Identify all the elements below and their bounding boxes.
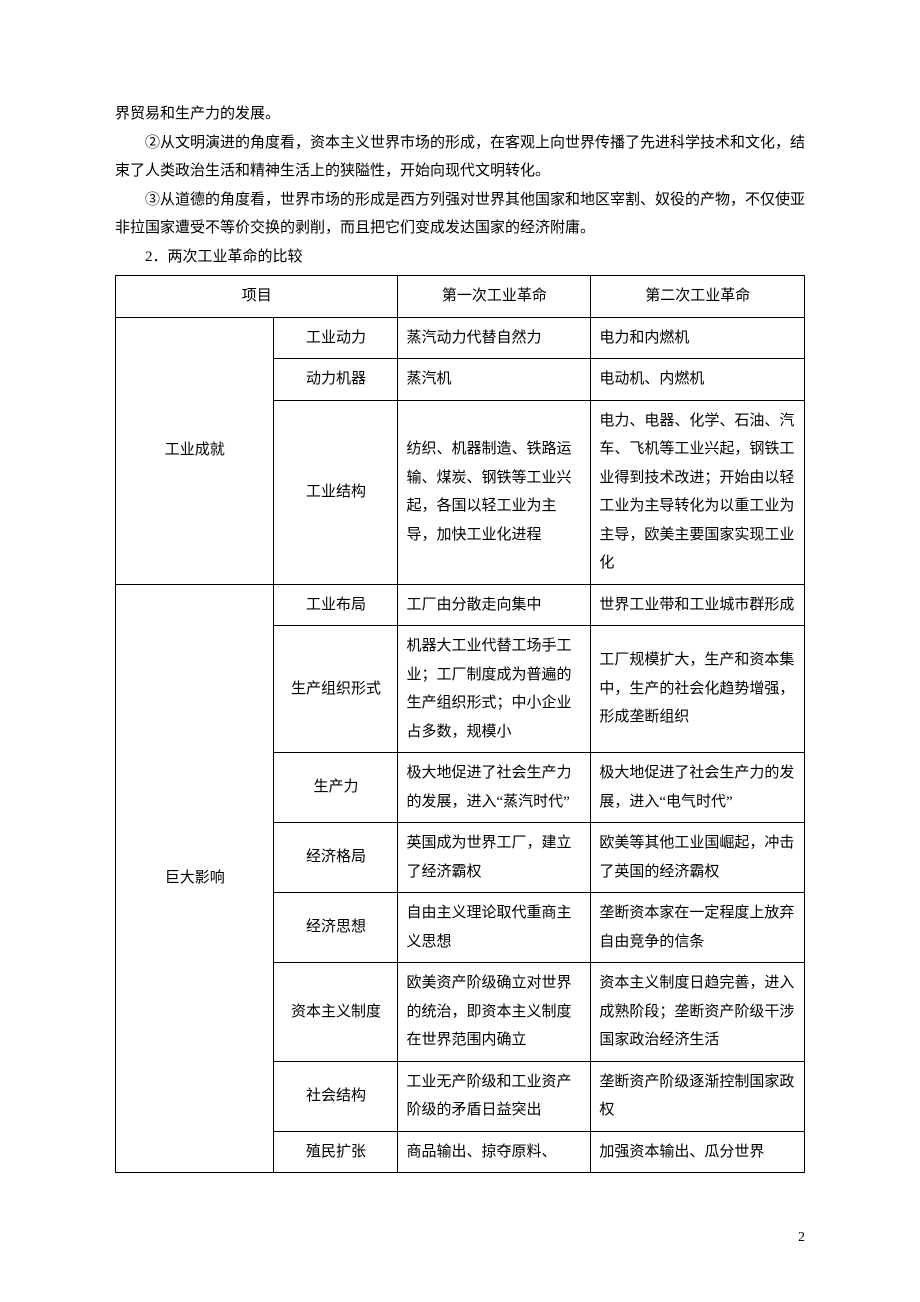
- table-cell: 极大地促进了社会生产力的发展，进入“蒸汽时代”: [398, 753, 591, 823]
- table-cell: 资本主义制度: [274, 963, 398, 1062]
- table-cell: 极大地促进了社会生产力的发展，进入“电气时代”: [591, 753, 805, 823]
- table-cell: 垄断资本家在一定程度上放弃自由竞争的信条: [591, 893, 805, 963]
- table-cell: 资本主义制度日趋完善，进入成熟阶段；垄断资产阶级干涉国家政治经济生活: [591, 963, 805, 1062]
- paragraph-point-3: ③从道德的角度看，世界市场的形成是西方列强对世界其他国家和地区宰割、奴役的产物，…: [115, 186, 805, 243]
- table-header-col1: 项目: [116, 276, 398, 318]
- table-cell: 商品输出、掠夺原料、: [398, 1131, 591, 1173]
- table-cell: 经济格局: [274, 823, 398, 893]
- table-row: 项目 第一次工业革命 第二次工业革命: [116, 276, 805, 318]
- paragraph-section-2: 2．两次工业革命的比较: [115, 243, 805, 272]
- table-header-col3: 第一次工业革命: [398, 276, 591, 318]
- table-row: 巨大影响 工业布局 工厂由分散走向集中 世界工业带和工业城市群形成: [116, 584, 805, 626]
- table-cell: 工业布局: [274, 584, 398, 626]
- table-cell: 垄断资产阶级逐渐控制国家政权: [591, 1061, 805, 1131]
- comparison-table: 项目 第一次工业革命 第二次工业革命 工业成就 工业动力 蒸汽动力代替自然力 电…: [115, 275, 805, 1173]
- table-cell: 机器大工业代替工场手工业；工厂制度成为普遍的生产组织形式；中小企业占多数，规模小: [398, 626, 591, 753]
- table-cell: 英国成为世界工厂，建立了经济霸权: [398, 823, 591, 893]
- page-number: 2: [798, 1225, 805, 1252]
- table-cell: 纺织、机器制造、铁路运输、煤炭、钢铁等工业兴起，各国以轻工业为主导，加快工业化进…: [398, 400, 591, 584]
- table-cell: 工业无产阶级和工业资产阶级的矛盾日益突出: [398, 1061, 591, 1131]
- table-cell: 经济思想: [274, 893, 398, 963]
- table-cell: 电动机、内燃机: [591, 359, 805, 401]
- table-cell: 工厂规模扩大，生产和资本集中，生产的社会化趋势增强，形成垄断组织: [591, 626, 805, 753]
- table-cell: 欧美等其他工业国崛起，冲击了英国的经济霸权: [591, 823, 805, 893]
- table-header-col4: 第二次工业革命: [591, 276, 805, 318]
- table-cell: 动力机器: [274, 359, 398, 401]
- table-cell: 社会结构: [274, 1061, 398, 1131]
- table-cell: 蒸汽动力代替自然力: [398, 317, 591, 359]
- group-label-achievements: 工业成就: [116, 317, 274, 584]
- table-cell: 电力、电器、化学、石油、汽车、飞机等工业兴起，钢铁工业得到技术改进；开始由以轻工…: [591, 400, 805, 584]
- table-cell: 蒸汽机: [398, 359, 591, 401]
- table-cell: 欧美资产阶级确立对世界的统治，即资本主义制度在世界范围内确立: [398, 963, 591, 1062]
- table-cell: 加强资本输出、瓜分世界: [591, 1131, 805, 1173]
- paragraph-point-2: ②从文明演进的角度看，资本主义世界市场的形成，在客观上向世界传播了先进科学技术和…: [115, 129, 805, 186]
- table-cell: 生产组织形式: [274, 626, 398, 753]
- document-page: 界贸易和生产力的发展。 ②从文明演进的角度看，资本主义世界市场的形成，在客观上向…: [0, 0, 920, 1302]
- table-cell: 生产力: [274, 753, 398, 823]
- group-label-impact: 巨大影响: [116, 584, 274, 1173]
- table-cell: 电力和内燃机: [591, 317, 805, 359]
- paragraph-continuation: 界贸易和生产力的发展。: [115, 100, 805, 129]
- table-cell: 工业结构: [274, 400, 398, 584]
- table-cell: 工业动力: [274, 317, 398, 359]
- table-cell: 自由主义理论取代重商主义思想: [398, 893, 591, 963]
- table-cell: 世界工业带和工业城市群形成: [591, 584, 805, 626]
- table-row: 工业成就 工业动力 蒸汽动力代替自然力 电力和内燃机: [116, 317, 805, 359]
- table-cell: 殖民扩张: [274, 1131, 398, 1173]
- table-cell: 工厂由分散走向集中: [398, 584, 591, 626]
